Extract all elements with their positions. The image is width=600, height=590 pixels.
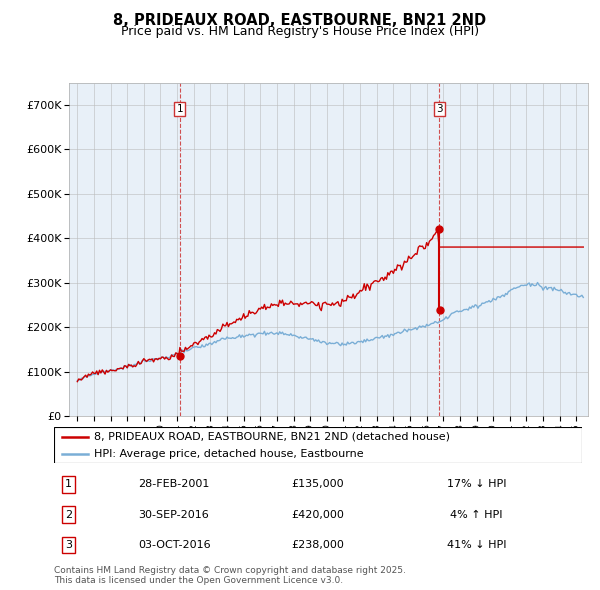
- Text: 28-FEB-2001: 28-FEB-2001: [139, 480, 210, 489]
- Text: 1: 1: [176, 104, 183, 114]
- Text: 3: 3: [65, 540, 72, 550]
- Text: Contains HM Land Registry data © Crown copyright and database right 2025.
This d: Contains HM Land Registry data © Crown c…: [54, 566, 406, 585]
- Text: 8, PRIDEAUX ROAD, EASTBOURNE, BN21 2ND (detached house): 8, PRIDEAUX ROAD, EASTBOURNE, BN21 2ND (…: [94, 432, 449, 442]
- Text: £135,000: £135,000: [292, 480, 344, 489]
- Text: 2: 2: [65, 510, 73, 520]
- Text: 30-SEP-2016: 30-SEP-2016: [139, 510, 209, 520]
- Text: 17% ↓ HPI: 17% ↓ HPI: [446, 480, 506, 489]
- Text: 41% ↓ HPI: 41% ↓ HPI: [446, 540, 506, 550]
- Text: 03-OCT-2016: 03-OCT-2016: [139, 540, 211, 550]
- Text: 1: 1: [65, 480, 72, 489]
- Text: HPI: Average price, detached house, Eastbourne: HPI: Average price, detached house, East…: [94, 449, 363, 459]
- Text: £420,000: £420,000: [292, 510, 344, 520]
- Text: Price paid vs. HM Land Registry's House Price Index (HPI): Price paid vs. HM Land Registry's House …: [121, 25, 479, 38]
- Text: 8, PRIDEAUX ROAD, EASTBOURNE, BN21 2ND: 8, PRIDEAUX ROAD, EASTBOURNE, BN21 2ND: [113, 13, 487, 28]
- Text: 3: 3: [436, 104, 442, 114]
- Text: 4% ↑ HPI: 4% ↑ HPI: [450, 510, 503, 520]
- Text: £238,000: £238,000: [292, 540, 344, 550]
